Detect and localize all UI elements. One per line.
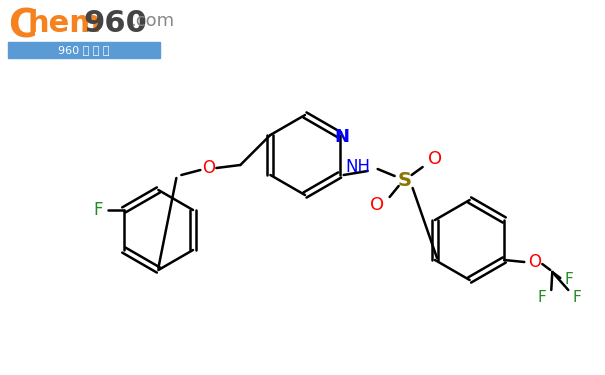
Text: O: O xyxy=(370,196,384,214)
Text: O: O xyxy=(528,253,541,271)
FancyBboxPatch shape xyxy=(8,42,160,58)
Text: S: S xyxy=(397,171,411,189)
Text: .com: .com xyxy=(130,12,174,30)
Text: F: F xyxy=(538,291,547,306)
Text: N: N xyxy=(334,128,349,146)
Text: C: C xyxy=(8,8,36,46)
Text: hem: hem xyxy=(28,9,102,38)
Text: 960: 960 xyxy=(83,9,147,38)
Text: O: O xyxy=(202,159,215,177)
Text: F: F xyxy=(93,201,102,219)
FancyBboxPatch shape xyxy=(3,3,165,60)
Text: 960 化 工 网: 960 化 工 网 xyxy=(58,45,110,55)
Text: O: O xyxy=(428,150,442,168)
Text: F: F xyxy=(565,273,574,288)
Text: NH: NH xyxy=(345,158,370,176)
Text: F: F xyxy=(573,291,581,306)
